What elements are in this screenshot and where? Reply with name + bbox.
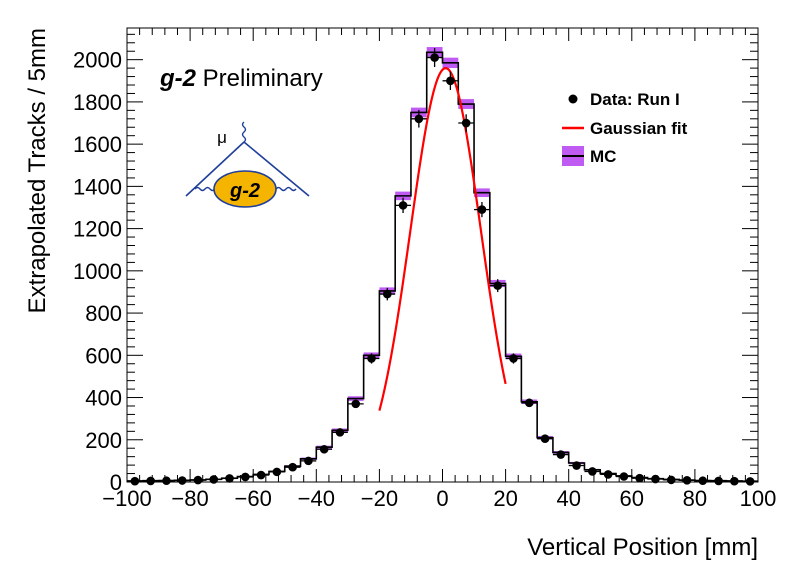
data-point (205, 475, 222, 484)
x-tick-label: −80 (171, 486, 208, 511)
x-tick-label: 40 (556, 486, 580, 511)
logo-right-line (243, 141, 310, 197)
data-point (442, 71, 459, 90)
x-tick-label: −100 (102, 486, 152, 511)
y-tick-label: 1200 (73, 217, 122, 242)
data-point (142, 476, 159, 486)
x-axis-title: Vertical Position [mm] (527, 534, 758, 561)
logo-ellipse (213, 170, 277, 208)
x-tick-label: 80 (683, 486, 707, 511)
logo-text: g-2 (229, 180, 260, 202)
data-point (600, 470, 617, 479)
data-point (426, 48, 443, 68)
legend-mc-label: MC (590, 147, 616, 166)
data-point (410, 110, 427, 128)
data-point (489, 279, 506, 293)
mc-step-line (127, 51, 758, 482)
data-point (663, 475, 680, 485)
data-point (710, 476, 727, 486)
data-point (158, 476, 175, 486)
data-point (284, 462, 301, 472)
data-point (552, 450, 569, 459)
y-tick-label: 600 (85, 343, 122, 368)
preliminary-g2: g-2 (159, 65, 197, 92)
legend: Data: Run I Gaussian fit MC (562, 90, 688, 166)
data-point (505, 353, 522, 364)
axis-ticks (126, 28, 759, 483)
y-tick-label: 0 (110, 470, 122, 495)
data-point (474, 202, 490, 218)
x-tick-label: 60 (620, 486, 644, 511)
x-tick-label: 20 (493, 486, 517, 511)
y-tick-label: 1800 (73, 90, 122, 115)
data-point (694, 476, 711, 486)
legend-data-marker (568, 94, 578, 104)
x-tick-label: −60 (235, 486, 272, 511)
data-point (631, 473, 648, 483)
data-point (237, 472, 254, 482)
x-tick-label: 0 (436, 486, 448, 511)
data-point (568, 461, 585, 470)
data-point (521, 398, 538, 408)
data-points (127, 48, 758, 486)
data-point (221, 474, 238, 483)
data-point (253, 470, 269, 480)
legend-data-label: Data: Run I (590, 90, 680, 109)
logo-left-line (185, 141, 245, 197)
data-point (127, 476, 143, 486)
logo-mu: μ (217, 128, 227, 147)
y-tick-label: 400 (85, 386, 122, 411)
logo-photon-top (241, 121, 247, 143)
g2-logo: g-2 μ (185, 121, 310, 208)
data-point (300, 456, 317, 466)
y-tick-label: 2000 (73, 48, 122, 73)
y-tick-label: 1000 (73, 259, 122, 284)
preliminary-label: g-2 Preliminary (159, 65, 323, 92)
y-tick-label: 800 (85, 301, 122, 326)
data-point (458, 114, 475, 132)
legend-fit-label: Gaussian fit (590, 119, 688, 138)
data-point (347, 399, 364, 409)
logo-photon-right (275, 186, 297, 192)
x-tick-label: 100 (740, 486, 777, 511)
data-point (268, 467, 285, 477)
mc-histogram (127, 51, 758, 482)
data-point (316, 444, 333, 454)
data-point (537, 434, 553, 444)
x-tick-label: −40 (298, 486, 335, 511)
preliminary-rest: Preliminary (196, 65, 323, 92)
data-point (174, 476, 191, 485)
data-point (379, 287, 396, 301)
mc-uncertainty-band (127, 47, 758, 482)
y-tick-label: 1400 (73, 174, 122, 199)
data-point (616, 472, 632, 481)
data-point (647, 474, 664, 484)
data-point (395, 197, 411, 214)
fit-curve (378, 67, 507, 411)
data-point (363, 353, 380, 364)
data-point (742, 477, 758, 486)
data-point (190, 475, 206, 485)
axis-labels: −100 −80 −60 −40 −20 0 20 40 60 80 100020040060080… (73, 48, 776, 511)
data-point (679, 476, 695, 485)
x-tick-label: −20 (361, 486, 398, 511)
data-point (726, 476, 743, 486)
data-point (584, 467, 601, 476)
gaussian-fit (378, 67, 507, 411)
logo-photon-left (194, 186, 216, 192)
y-tick-label: 1600 (73, 132, 122, 157)
data-point (332, 428, 348, 437)
y-tick-label: 200 (85, 428, 122, 453)
y-axis-title: Extrapolated Tracks / 5mm (24, 28, 51, 313)
